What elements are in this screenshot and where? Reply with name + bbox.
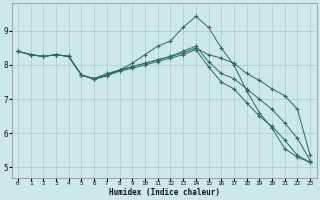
X-axis label: Humidex (Indice chaleur): Humidex (Indice chaleur) <box>108 188 220 197</box>
